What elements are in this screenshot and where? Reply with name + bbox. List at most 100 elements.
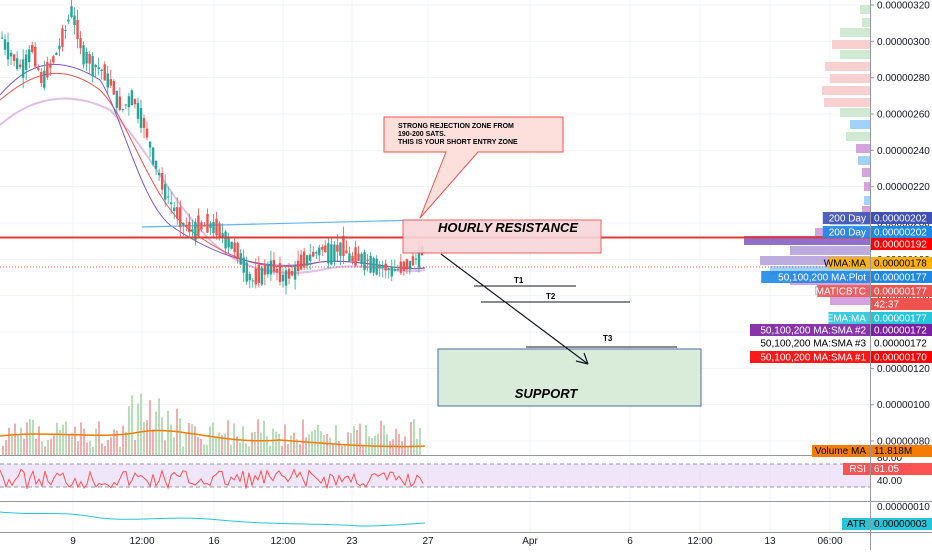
volume-bar bbox=[17, 434, 19, 455]
volume-bar bbox=[230, 444, 232, 455]
candle-body bbox=[142, 118, 146, 128]
candle-body bbox=[351, 255, 354, 262]
tag-label-8: 50,100,200 MA:SMA #2 bbox=[760, 326, 866, 337]
volume-bar bbox=[383, 424, 385, 455]
tag-value-0: 0.00000202 bbox=[874, 214, 927, 225]
volume-bar bbox=[221, 435, 223, 455]
tag-label-1: 200 Day bbox=[829, 228, 866, 239]
candle-body bbox=[37, 67, 40, 70]
tag-value-3: 0.00000178 bbox=[874, 259, 927, 270]
candle-body bbox=[27, 49, 31, 63]
volume-bar bbox=[80, 422, 82, 455]
time-tick-label-2: 16 bbox=[208, 536, 220, 547]
candle-body bbox=[260, 267, 264, 285]
tag-label-bg-1 bbox=[822, 226, 870, 238]
tag-label-bg-4 bbox=[761, 271, 870, 283]
volume-bar bbox=[278, 433, 280, 455]
volume-bar bbox=[59, 430, 61, 455]
candle-body bbox=[103, 64, 106, 81]
volume-bar bbox=[386, 434, 388, 455]
volume-bar bbox=[218, 432, 220, 455]
candle-body bbox=[378, 264, 381, 268]
candle-body bbox=[64, 29, 67, 31]
candle-body bbox=[127, 96, 131, 108]
volume-bar bbox=[236, 436, 238, 455]
volume-bar bbox=[245, 443, 247, 455]
volume-bar bbox=[332, 443, 334, 455]
candle-body bbox=[0, 37, 4, 39]
volume-bar bbox=[239, 442, 241, 455]
candle-body bbox=[339, 242, 342, 256]
volume-bar bbox=[377, 433, 379, 455]
volume-bar bbox=[359, 423, 361, 455]
price-tick-label-5: 0.00000220 bbox=[877, 182, 930, 193]
vp-bar-22 bbox=[760, 256, 870, 265]
candle-body bbox=[402, 261, 406, 271]
rsi-tag-value-bg bbox=[871, 463, 932, 475]
volume-bar bbox=[188, 423, 190, 455]
candle-body bbox=[182, 223, 185, 226]
candle-body bbox=[324, 245, 327, 253]
tag-label-3: WMA:MA bbox=[824, 259, 867, 270]
volume-bar bbox=[5, 439, 7, 455]
rsi-tag-value: 61.05 bbox=[874, 464, 899, 475]
resistance-box bbox=[402, 219, 602, 254]
price-tick-label-11: 0.00000100 bbox=[877, 400, 930, 411]
candle-body bbox=[58, 45, 61, 50]
volume-bar bbox=[302, 419, 304, 455]
candle-body bbox=[299, 254, 303, 270]
arrow-head bbox=[575, 352, 589, 365]
time-tick-label-5: 27 bbox=[422, 536, 434, 547]
candle-body bbox=[185, 224, 188, 227]
vp-bar-15 bbox=[864, 182, 870, 191]
volume-bar bbox=[215, 437, 217, 455]
volume-bar bbox=[251, 432, 253, 455]
candle-body bbox=[197, 215, 200, 236]
candle-body bbox=[348, 253, 351, 261]
candle-body bbox=[221, 233, 224, 237]
candle-body bbox=[151, 147, 155, 165]
candle-body bbox=[18, 64, 22, 68]
volume-bar bbox=[161, 417, 163, 455]
candle-body bbox=[91, 56, 94, 77]
volume-bar bbox=[23, 438, 25, 455]
candle-body bbox=[70, 6, 73, 17]
volume-bar bbox=[71, 432, 73, 455]
volume-bar bbox=[98, 421, 100, 455]
candle-body bbox=[31, 44, 34, 52]
tag-value-7: 0.00000177 bbox=[874, 314, 927, 325]
candle-body bbox=[212, 222, 215, 233]
vp-bar-7 bbox=[822, 86, 870, 95]
volume-bar bbox=[44, 446, 46, 455]
price-tick-label-3: 0.00000260 bbox=[877, 110, 930, 121]
volume-tag-value-bg bbox=[871, 445, 932, 457]
candle-body bbox=[24, 54, 28, 70]
volume-bar bbox=[92, 446, 94, 455]
callout-text-0: STRONG REJECTION ZONE FROM bbox=[398, 123, 514, 130]
candle-body bbox=[43, 70, 46, 88]
tag-value-8: 0.00000172 bbox=[874, 326, 927, 337]
tag-label-bg-8 bbox=[750, 324, 870, 336]
rsi-line bbox=[0, 468, 424, 490]
candle-body bbox=[408, 260, 412, 270]
tag-label-9: 50,100,200 MA:SMA #3 bbox=[760, 339, 866, 350]
volume-bar bbox=[362, 445, 364, 455]
candle-body bbox=[200, 222, 203, 230]
tag-value-10: 0.00000170 bbox=[874, 353, 927, 364]
volume-bar bbox=[8, 427, 10, 455]
candle-body bbox=[46, 61, 49, 78]
candle-body bbox=[118, 96, 122, 110]
candle-body bbox=[387, 268, 390, 270]
candle-body bbox=[206, 213, 209, 233]
tag-label-0: 200 Day bbox=[829, 214, 866, 225]
volume-bar bbox=[281, 445, 283, 455]
candle-body bbox=[227, 237, 230, 248]
candle-body bbox=[224, 231, 227, 249]
tag-value-bg-2 bbox=[871, 238, 932, 250]
tag-label-bg-9 bbox=[750, 337, 870, 349]
volume-bar bbox=[380, 420, 382, 455]
tag-value-bg-4 bbox=[871, 271, 932, 283]
candle-body bbox=[176, 207, 179, 219]
